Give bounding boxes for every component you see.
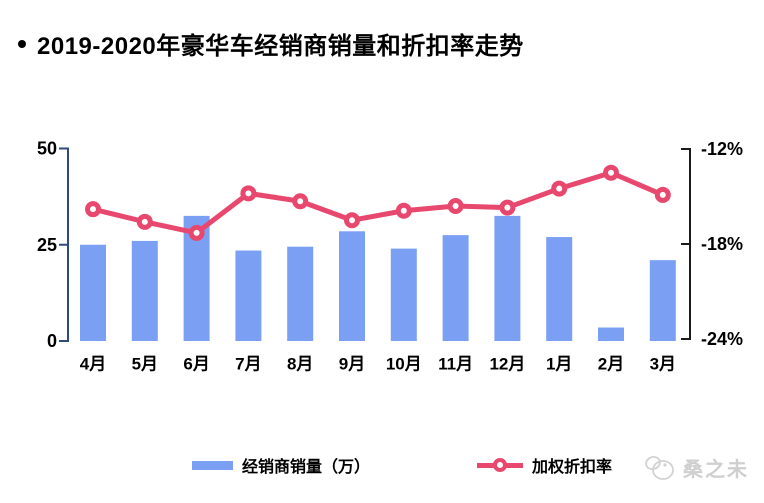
x-label-1月: 1月	[546, 355, 572, 374]
x-label-7月: 7月	[235, 355, 261, 374]
x-label-11月: 11月	[438, 355, 473, 374]
x-label-12月: 12月	[489, 355, 525, 374]
watermark-text: 桑之未	[683, 458, 749, 481]
right-tick-label: -24%	[701, 329, 743, 349]
marker-10月	[395, 202, 412, 219]
discount-line-swatch-icon	[477, 458, 523, 472]
x-label-10月: 10月	[386, 355, 422, 374]
marker-2月	[603, 164, 619, 181]
marker-7月	[240, 185, 257, 202]
page-title: 2019-2020年豪华车经销商销量和折扣率走势	[37, 33, 524, 60]
bar-2月	[598, 327, 624, 341]
bar-5月	[131, 240, 158, 341]
marker-12月	[499, 199, 516, 216]
right-tick-label: -12%	[701, 139, 743, 159]
discount-marker-icon	[493, 458, 507, 472]
x-label-3月: 3月	[650, 355, 676, 374]
bar-4月	[80, 244, 106, 341]
legend-item-discount: 加权折扣率	[477, 455, 613, 476]
bar-3月	[649, 260, 676, 341]
marker-5月	[136, 213, 153, 230]
watermark: 桑之未	[643, 451, 749, 483]
marker-8月	[292, 193, 309, 210]
x-label-2月: 2月	[598, 355, 624, 374]
combo-chart: 50 25 0 -12% -18% -24% 4月 5月 6月 7月 8月 9月 10月 11月 12月 1月…	[37, 139, 743, 374]
legend-item-sales: 经销商销量（万）	[192, 455, 371, 476]
left-axis	[59, 147, 69, 342]
bar-9月	[339, 231, 365, 341]
legend-label-discount: 加权折扣率	[532, 459, 613, 476]
bar-1月	[546, 237, 573, 341]
marker-6月	[188, 224, 205, 241]
title-bullet-icon	[18, 39, 26, 48]
left-tick-label: 0	[47, 331, 57, 351]
marker-11月	[447, 198, 464, 214]
discount-line	[92, 170, 664, 236]
marker-1月	[551, 180, 568, 197]
marker-4月	[85, 201, 101, 218]
bar-12月	[494, 215, 521, 341]
left-tick-label: 25	[37, 235, 57, 255]
sangzhiwei-logo-icon	[645, 455, 674, 480]
right-tick-label: -18%	[701, 234, 743, 254]
x-label-4月: 4月	[80, 355, 106, 374]
bar-10月	[390, 248, 417, 341]
marker-3月	[654, 186, 671, 203]
marker-9月	[344, 212, 360, 229]
legend: 经销商销量（万） 加权折扣率	[0, 455, 764, 477]
x-label-6月: 6月	[183, 355, 209, 374]
x-label-8月: 8月	[287, 355, 313, 374]
legend-label-sales: 经销商销量（万）	[242, 459, 371, 476]
title-row: 2019-2020年豪华车经销商销量和折扣率走势	[18, 26, 524, 61]
bar-8月	[287, 246, 314, 341]
bar-7月	[235, 250, 262, 341]
bar-11月	[442, 235, 469, 341]
right-axis	[681, 148, 691, 340]
sales-bar-swatch-icon	[192, 460, 233, 470]
x-label-9月: 9月	[339, 355, 365, 374]
x-label-5月: 5月	[132, 355, 158, 374]
left-tick-label: 50	[37, 139, 57, 159]
